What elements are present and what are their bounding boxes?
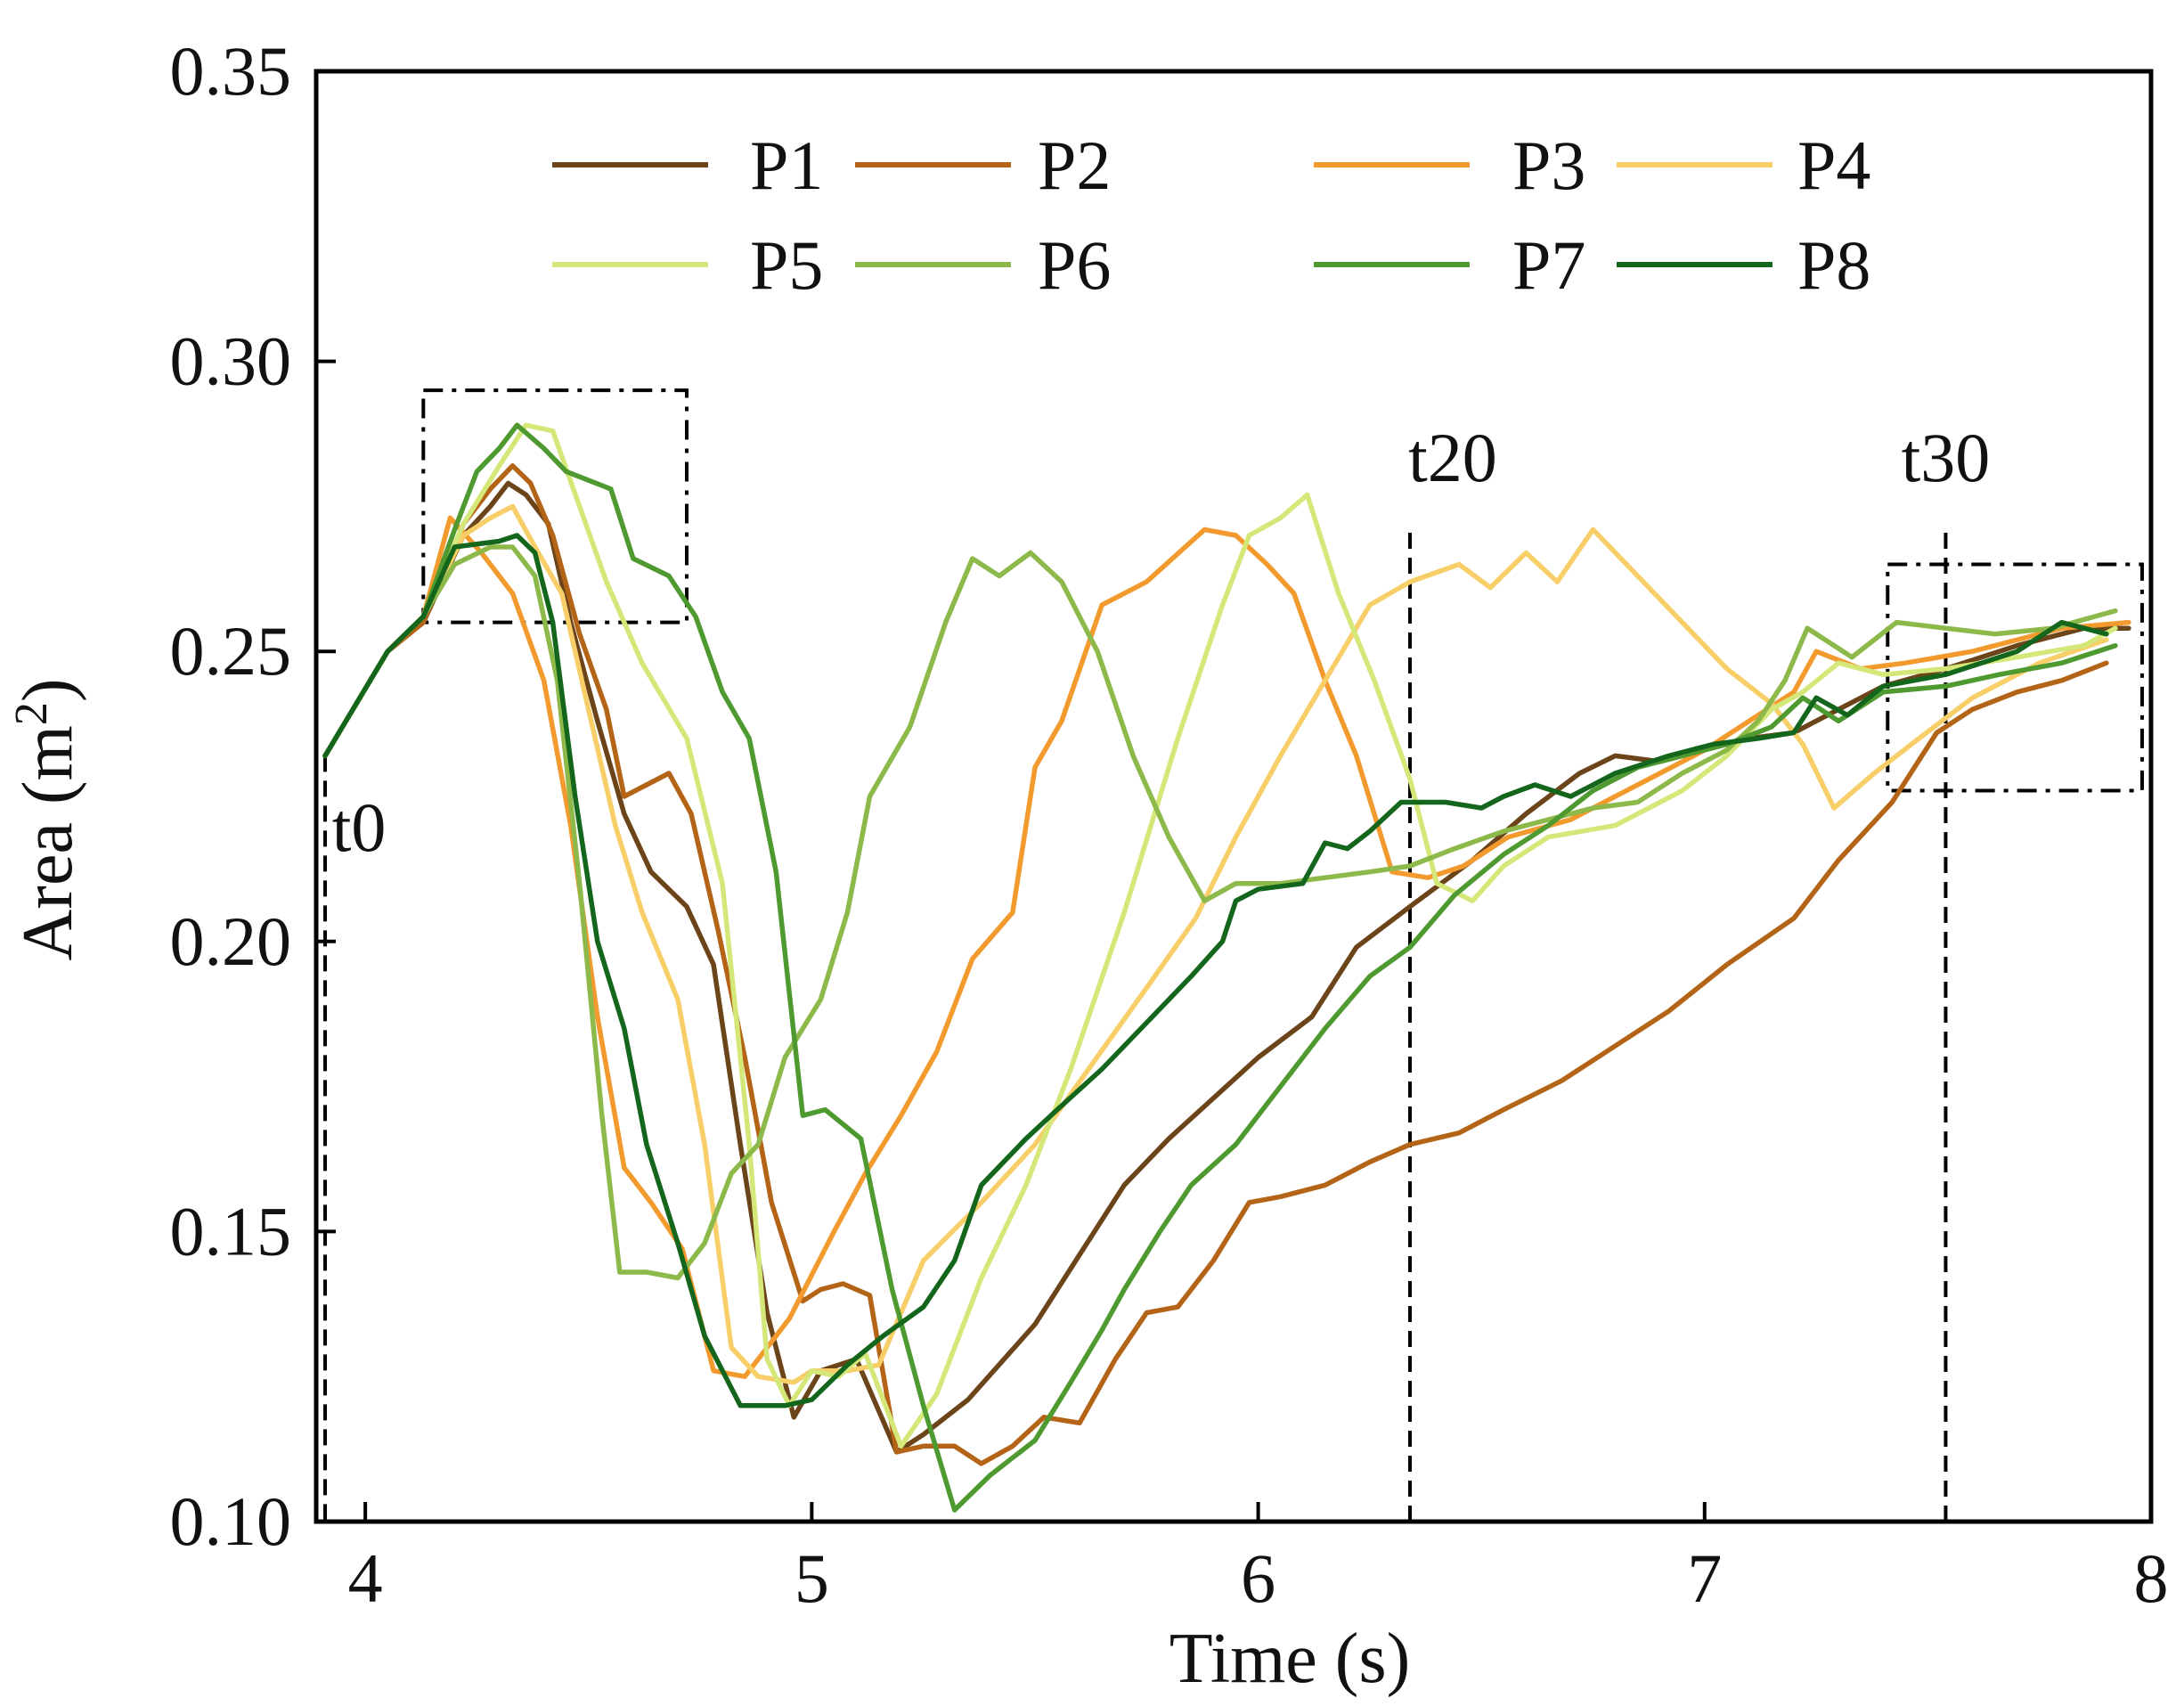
series-line-P8 — [322, 533, 2109, 1408]
y-tick-label: 0.30 — [170, 322, 292, 400]
series-line-P5 — [322, 422, 2118, 1449]
highlight-box-2 — [1886, 562, 2144, 793]
x-tick-label: 7 — [1687, 1539, 1722, 1617]
series-line-P2 — [322, 463, 2109, 1466]
series-line-P7 — [322, 422, 2118, 1513]
x-tick-label: 5 — [795, 1539, 829, 1617]
legend-label-P6: P6 — [1038, 226, 1111, 304]
legend-label-P5: P5 — [750, 226, 823, 304]
y-tick-label: 0.20 — [170, 902, 292, 980]
y-tick-label: 0.35 — [170, 32, 292, 110]
y-tick-label: 0.15 — [170, 1192, 292, 1269]
series-line-P3 — [322, 515, 2131, 1379]
legend-label-P8: P8 — [1797, 226, 1870, 304]
x-tick-label: 6 — [1241, 1539, 1275, 1617]
legend-label-P4: P4 — [1797, 127, 1870, 204]
x-axis-title: Time (s) — [1169, 1620, 1410, 1698]
marker-label-t20: t20 — [1408, 419, 1497, 496]
series-line-P1 — [322, 480, 2131, 1455]
y-tick-label: 0.25 — [170, 612, 292, 690]
plot-frame — [314, 69, 2154, 1524]
y-axis-title-close: ) — [9, 679, 87, 703]
legend-label-P7: P7 — [1512, 226, 1585, 304]
legend-label-P3: P3 — [1512, 127, 1585, 204]
series-line-P4 — [322, 503, 2109, 1385]
highlight-box-1 — [421, 388, 689, 624]
legend-label-P1: P1 — [750, 127, 823, 204]
series-line-P6 — [322, 544, 2118, 1281]
y-tick-label: 0.10 — [170, 1482, 292, 1560]
y-axis-title-base: Area (m — [9, 725, 87, 960]
y-axis-title-sup: 2 — [6, 702, 57, 725]
legend-label-P2: P2 — [1038, 127, 1111, 204]
marker-label-t30: t30 — [1902, 419, 1991, 496]
x-tick-label: 8 — [2134, 1539, 2169, 1617]
marker-label-t0: t0 — [332, 788, 387, 866]
x-tick-label: 4 — [348, 1539, 383, 1617]
y-axis-title: Area (m2) — [6, 679, 88, 961]
